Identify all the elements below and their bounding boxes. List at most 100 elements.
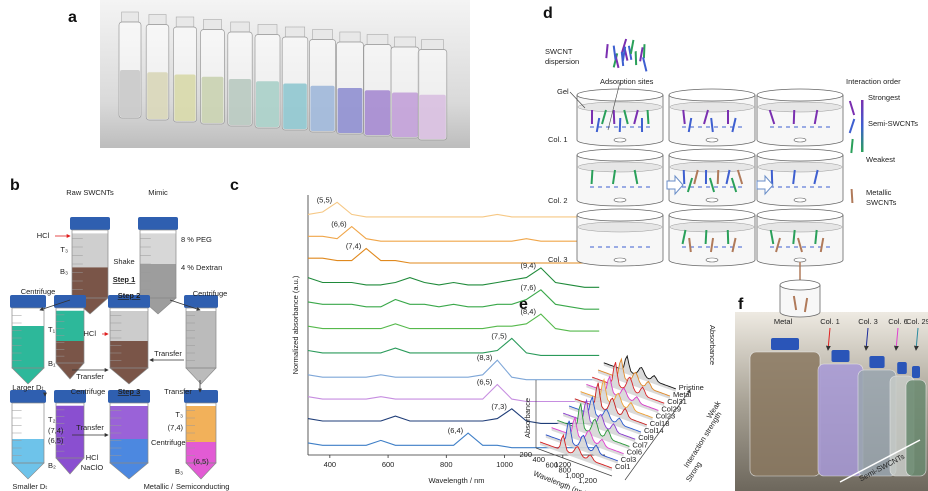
nanotube	[682, 109, 686, 125]
nanotube	[687, 117, 693, 133]
tube-cap	[10, 295, 46, 308]
column-top	[576, 148, 664, 162]
nanotube	[605, 44, 609, 59]
tick-label: 600	[545, 460, 558, 469]
gel-surface	[669, 221, 755, 233]
bottle-cap	[869, 356, 885, 368]
tube-fill	[72, 267, 108, 298]
x-tick-label: 800	[440, 460, 453, 469]
outlet	[793, 257, 807, 263]
column-top	[668, 88, 756, 102]
vial-liquid	[392, 92, 418, 137]
vial-liquid	[364, 90, 391, 135]
outlet	[705, 257, 719, 263]
spectrum-trace	[545, 420, 618, 462]
nanotube	[620, 38, 628, 54]
tube-cap	[70, 217, 110, 230]
nanotube	[612, 45, 617, 60]
panel-label: e	[519, 296, 528, 313]
legend-label: (5,5)	[317, 195, 333, 204]
nanotube	[792, 295, 798, 311]
outlet	[705, 197, 719, 203]
tube-cap	[108, 390, 150, 403]
scheme-label: dispersion	[545, 57, 579, 66]
nanotube	[813, 169, 819, 185]
tube-fill	[110, 311, 148, 341]
sample-label: Col1	[615, 462, 630, 471]
sample-label: Col14	[644, 426, 664, 435]
scheme-label: Metallic	[866, 188, 892, 197]
nanotube	[634, 51, 638, 66]
spectrum	[307, 201, 600, 218]
nanotube	[848, 100, 856, 116]
vial-liquid	[256, 81, 279, 127]
vial-liquid	[337, 88, 363, 133]
scheme-label: Adsorption sites	[600, 77, 654, 86]
spectrum	[307, 267, 600, 288]
gel-surface	[757, 221, 843, 233]
scheme-label: Weakest	[866, 155, 896, 164]
axis	[535, 447, 613, 477]
tube-fill	[110, 341, 148, 368]
pointer-arrow	[893, 327, 899, 351]
sample-label: Col29	[661, 404, 681, 413]
scheme-label: HCl	[37, 231, 50, 240]
legend-label: (8,4)	[521, 307, 537, 316]
tube-fill	[56, 310, 84, 341]
spectrum-trace	[597, 357, 671, 397]
scheme-label: HCl	[84, 329, 97, 338]
scheme-label: Shake	[113, 257, 134, 266]
nanotube	[716, 169, 720, 185]
nanotube	[819, 237, 825, 253]
scheme-label: Col. 1	[548, 135, 568, 144]
spectrum-fill	[557, 403, 630, 450]
axis-label: Absorbance	[523, 398, 532, 438]
vial-liquid	[310, 85, 335, 131]
legend-label: (6,4)	[448, 426, 464, 435]
nanotube	[792, 229, 796, 245]
nanotube	[797, 237, 803, 253]
scheme-label: B₃	[175, 467, 183, 476]
spectrum-trace	[551, 416, 624, 455]
scheme-label: (6,5)	[193, 457, 209, 466]
scheme-label: HCl	[86, 453, 99, 462]
pointer	[607, 81, 621, 131]
tick-label: 800	[558, 466, 571, 475]
legend-label: (7,4)	[346, 241, 362, 250]
scheme-label: Centrifuge	[151, 438, 186, 447]
gel-surface	[669, 101, 755, 113]
nanotube	[612, 53, 619, 68]
bottle-cap	[912, 366, 920, 378]
sample-label: Col7	[632, 440, 647, 449]
scheme-label: /	[171, 482, 174, 491]
vial-cap	[339, 31, 361, 43]
vial-cap	[148, 14, 167, 25]
x-tick-label: 1200	[554, 460, 571, 469]
scheme-label: (6,5)	[48, 436, 64, 445]
nanotube	[775, 237, 781, 253]
bottle-cap	[771, 338, 799, 350]
spectrum-fill	[603, 356, 676, 392]
nanotube	[682, 169, 686, 185]
tube-cap	[54, 295, 86, 308]
column-top	[576, 88, 664, 102]
column-top	[756, 208, 844, 222]
sample-label: Col3	[621, 455, 636, 464]
spectrum-fill	[586, 376, 659, 414]
column-top	[756, 148, 844, 162]
scheme-label: Col. 2	[548, 196, 568, 205]
x-tick-label: 1000	[496, 460, 513, 469]
spectrum-fill	[540, 435, 612, 471]
column-top	[756, 88, 844, 102]
spectrum	[307, 313, 600, 332]
outlet	[613, 197, 627, 203]
nanotube	[850, 188, 854, 204]
legend-label: (7,3)	[491, 402, 507, 411]
sample-label: Col6	[627, 448, 642, 457]
spectrum	[308, 225, 600, 242]
nanotube	[731, 117, 737, 133]
sample-label: Col31	[667, 397, 687, 406]
vial-liquid	[419, 94, 446, 139]
trend-arrow	[839, 439, 921, 483]
